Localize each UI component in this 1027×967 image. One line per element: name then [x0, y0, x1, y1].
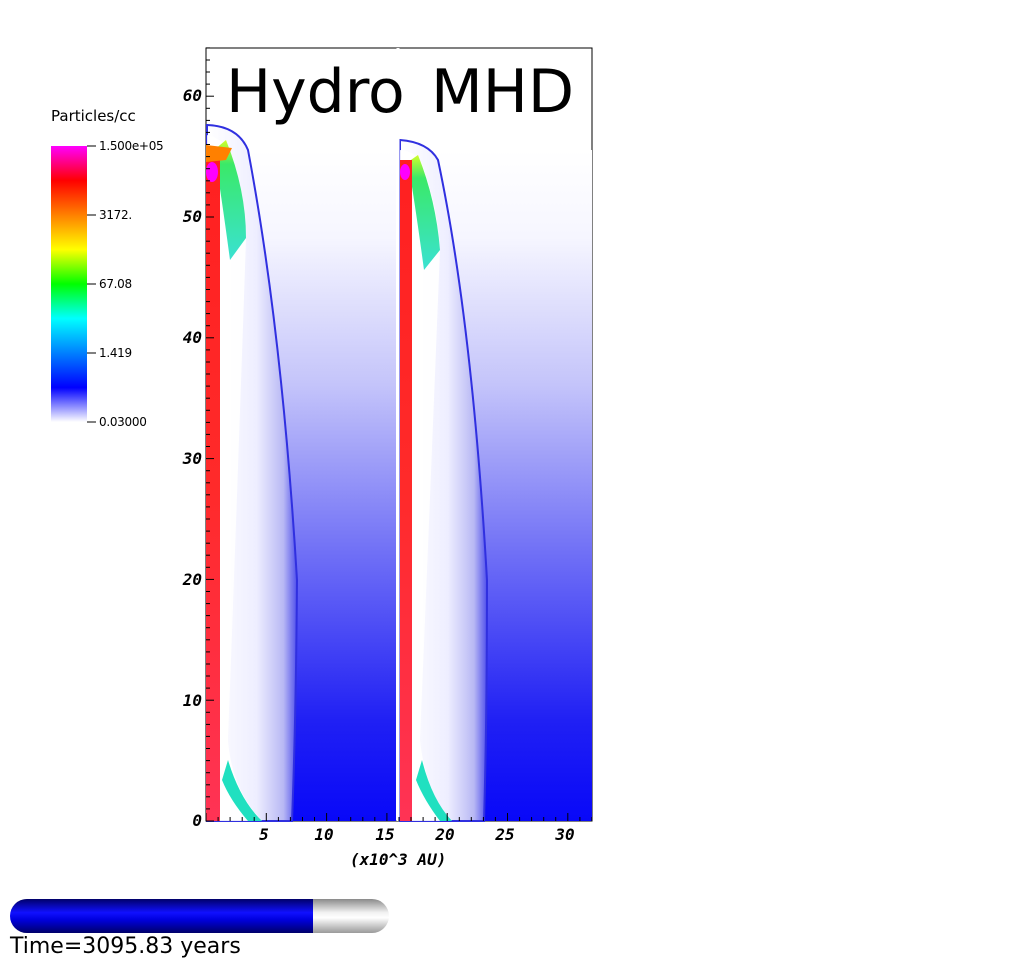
colorbar [51, 145, 96, 423]
panel-title-mhd: MHD [431, 57, 575, 127]
x-tick-label: 5 [259, 825, 269, 844]
mhd-outflow [399, 138, 489, 822]
y-tick-label: 30 [182, 449, 202, 468]
colorbar-label-2: 3172. [99, 208, 132, 222]
colorbar-title: Particles/cc [51, 107, 136, 125]
x-tick-label: 10 [314, 825, 334, 844]
time-readout: Time=3095.83 years [10, 934, 241, 959]
colorbar-label-3: 67.08 [99, 277, 132, 291]
mhd-jet-head [400, 164, 410, 180]
time-progress-fill [10, 899, 314, 933]
hydro-outflow [206, 123, 299, 822]
y-tick-label: 40 [182, 328, 202, 347]
mhd-sheath-left [408, 155, 440, 270]
hydro-sheath-left [214, 140, 246, 260]
time-progress-bar [10, 899, 389, 933]
mhd-jet [400, 160, 412, 821]
x-tick-label: 25 [495, 825, 515, 844]
axis-ticks [205, 47, 593, 822]
x-axis-unit: (x10^3 AU) [350, 850, 447, 869]
colorbar-label-max: 1.500e+05 [99, 139, 164, 153]
panel-title-hydro: Hydro [226, 57, 405, 127]
hydro-jet [206, 150, 220, 821]
y-tick-label: 10 [182, 691, 202, 710]
colorbar-label-min: 0.03000 [99, 415, 147, 429]
hydro-sheath-base [222, 760, 262, 821]
x-tick-label: 30 [555, 825, 575, 844]
mhd-sheath-base [416, 760, 452, 821]
hydro-jet-cap [206, 145, 232, 162]
y-tick-label: 20 [182, 570, 202, 589]
colorbar-label-4: 1.419 [99, 346, 132, 360]
y-tick-label: 60 [182, 86, 202, 105]
y-tick-label: 0 [192, 811, 202, 830]
x-tick-label: 15 [375, 825, 395, 844]
hydro-cocoon [207, 135, 262, 821]
x-tick-label: 20 [435, 825, 455, 844]
y-tick-label: 50 [182, 207, 202, 226]
colorbar-gradient [51, 146, 87, 422]
hydro-jet-head [206, 162, 218, 182]
mhd-cocoon [400, 150, 452, 821]
